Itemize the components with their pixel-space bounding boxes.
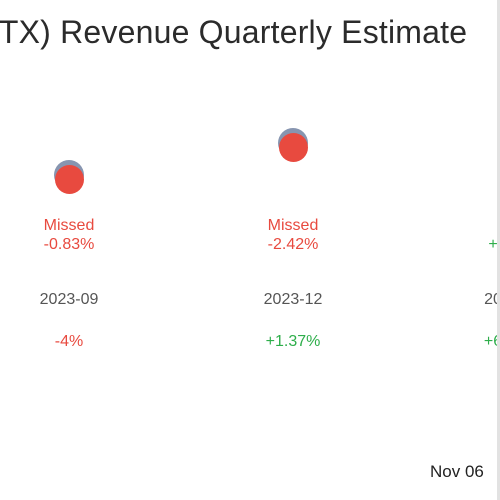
result-label-2023-09: Missed <box>43 217 95 234</box>
result-pct-next: + <box>488 236 498 253</box>
result-label-2023-12: Missed <box>267 217 319 234</box>
date-stamp: Nov 06 <box>430 462 484 481</box>
yoy-growth-next: +6 <box>483 333 497 350</box>
actual-marker <box>55 165 84 194</box>
yoy-growth-2023-12: +1.37% <box>265 333 321 350</box>
estimate-dot-2023-09 <box>54 160 86 194</box>
result-pct-2023-12: -2.42% <box>267 236 319 253</box>
period-label-2023-09: 2023-09 <box>39 291 99 308</box>
estimate-dot-2023-12 <box>278 128 310 162</box>
actual-marker <box>279 133 308 162</box>
result-pct-2023-09: -0.83% <box>43 236 95 253</box>
period-label-2023-12: 2023-12 <box>263 291 323 308</box>
chart-title: (TX) Revenue Quarterly Estimate <box>0 14 468 50</box>
period-label-next: 20 <box>484 291 497 308</box>
yoy-growth-2023-09: -4% <box>54 333 84 350</box>
